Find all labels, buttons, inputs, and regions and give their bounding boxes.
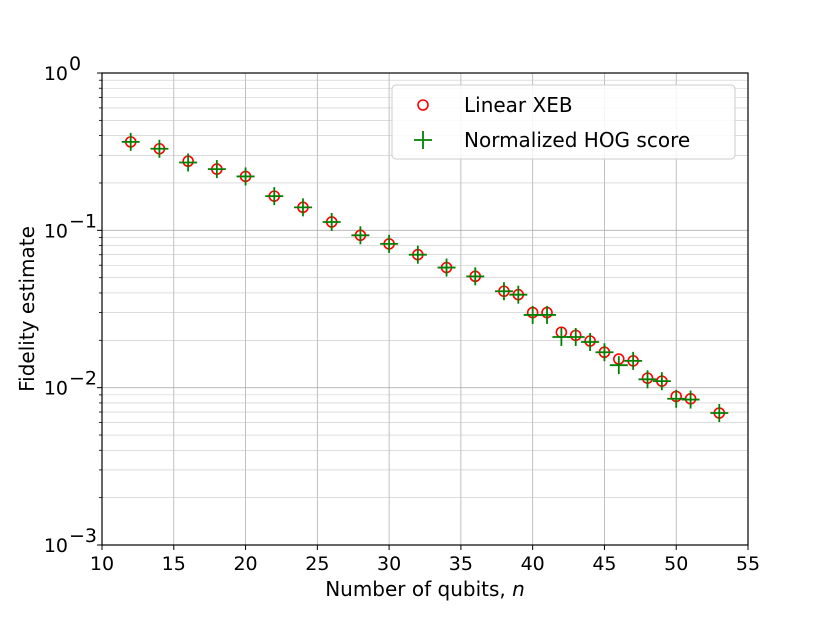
x-tick-label: 35 (449, 553, 473, 575)
data-point-plus (380, 234, 399, 253)
data-point-plus (538, 305, 557, 324)
y-tick-label: 10 (44, 378, 68, 400)
data-point-plus (566, 327, 585, 346)
data-point-plus (293, 198, 312, 217)
y-tick-label: 10 (44, 63, 68, 85)
legend: Linear XEB Normalized HOG score (391, 84, 736, 160)
data-point-plus (121, 132, 140, 151)
series-2 (121, 132, 729, 423)
legend-label: Linear XEB (464, 93, 573, 117)
data-point-plus (236, 167, 255, 186)
y-axis-label: Fidelity estimate (15, 226, 39, 392)
x-tick-label: 55 (736, 553, 760, 575)
legend-box (391, 84, 736, 160)
data-point-plus (681, 390, 700, 409)
data-point-plus (207, 160, 226, 179)
x-tick-label: 25 (305, 553, 329, 575)
data-point-plus (609, 356, 628, 375)
y-tick-exponent: −1 (69, 210, 97, 232)
data-point-plus (408, 245, 427, 264)
data-point-plus (652, 372, 671, 391)
y-tick-exponent: −3 (69, 525, 97, 547)
data-point-plus (638, 370, 657, 389)
data-point-plus (595, 343, 614, 362)
x-axis-label: Number of qubits, n (325, 577, 525, 601)
data-point-plus (150, 139, 169, 158)
data-point-plus (710, 404, 729, 423)
data-point-plus (351, 226, 370, 245)
x-tick-label: 20 (233, 553, 257, 575)
x-tick-label: 50 (664, 553, 688, 575)
y-tick-label: 10 (44, 535, 68, 557)
data-point-plus (581, 333, 600, 352)
x-tick-label: 40 (521, 553, 545, 575)
legend-marker-plus (414, 131, 432, 149)
y-tick-exponent: −2 (69, 368, 97, 390)
data-point-plus (509, 285, 528, 304)
legend-marker-circle (417, 99, 429, 111)
data-point-plus (624, 351, 643, 370)
y-tick-label: 10 (44, 220, 68, 242)
plot-frame (101, 72, 749, 546)
data-point-plus (265, 187, 284, 206)
x-tick-label: 10 (90, 553, 114, 575)
data-point-plus (322, 212, 341, 231)
x-tick-label: 45 (592, 553, 616, 575)
data-point-plus (466, 267, 485, 286)
legend-label: Normalized HOG score (464, 128, 690, 152)
y-tick-exponent: 0 (69, 53, 81, 75)
x-tick-label: 15 (162, 553, 186, 575)
data-point-plus (494, 282, 513, 301)
data-point-plus (179, 153, 198, 172)
series-layer (121, 132, 729, 423)
x-tick-label: 30 (377, 553, 401, 575)
data-point-plus (437, 258, 456, 277)
